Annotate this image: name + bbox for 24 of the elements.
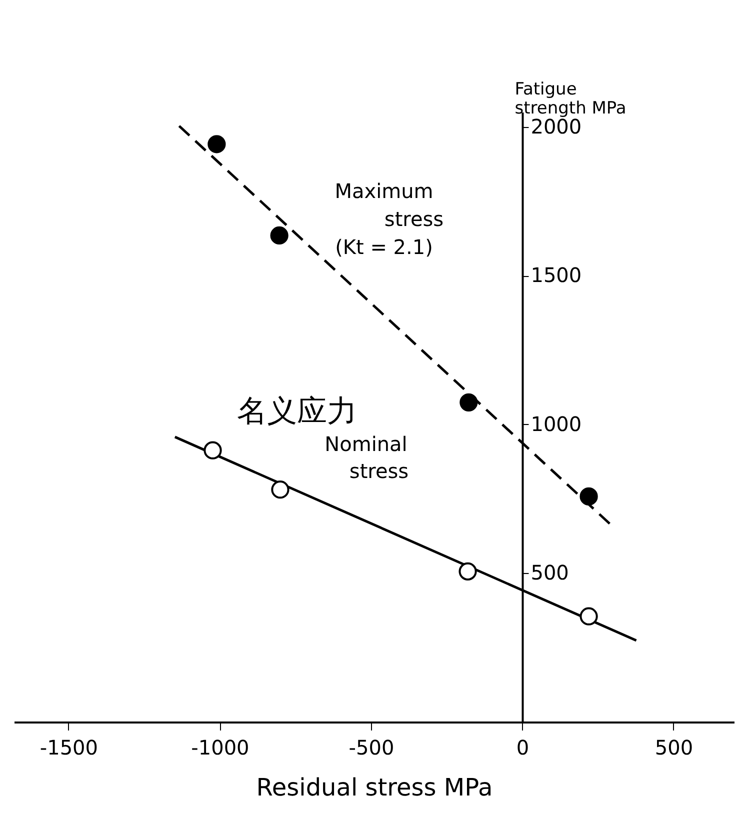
- annotation: (Kt = 2.1): [335, 235, 433, 259]
- x-tick-label: -1500: [40, 736, 98, 760]
- point: [580, 487, 598, 506]
- point: [460, 393, 478, 412]
- y-tick-label: 500: [530, 560, 569, 585]
- y-tick-label: 1000: [530, 412, 582, 436]
- annotation: stress: [384, 207, 444, 231]
- x-tick-label: 500: [654, 736, 694, 760]
- point: [458, 562, 477, 580]
- annotation: 名义应力: [237, 394, 357, 429]
- annotation: Nominal: [324, 432, 408, 456]
- x-axis-title: Residual stress MPa: [256, 774, 493, 802]
- point: [208, 135, 226, 154]
- point: [271, 480, 290, 499]
- x-tick-label: 0: [516, 736, 530, 760]
- x-tick-label: -500: [348, 736, 394, 760]
- annotation: stress: [349, 459, 409, 483]
- y-axis-title: Fatigue strength MPa: [514, 80, 626, 118]
- point: [580, 607, 598, 626]
- point: [204, 441, 222, 460]
- y-tick-label: 1500: [530, 263, 582, 288]
- annotation: Maximum: [334, 179, 434, 203]
- point: [270, 226, 288, 245]
- x-tick-label: -1000: [191, 736, 250, 760]
